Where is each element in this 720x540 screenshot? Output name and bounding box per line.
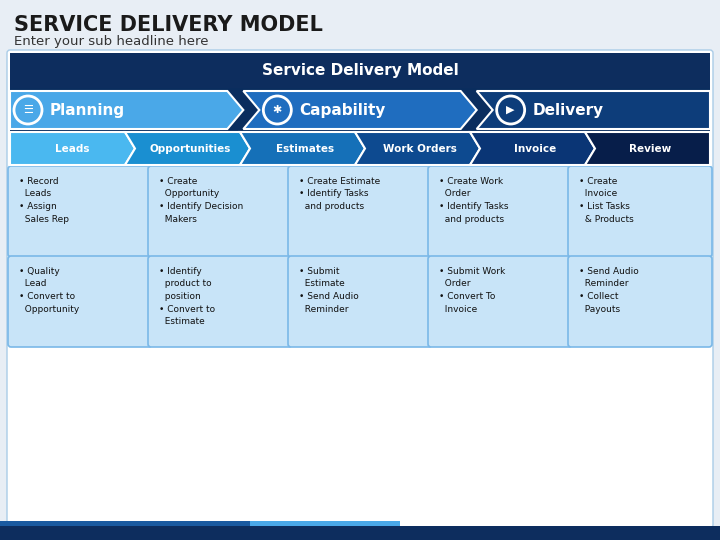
Text: Leads: Leads: [55, 144, 90, 153]
Bar: [0, 526, 720, 540]
FancyBboxPatch shape: [568, 166, 712, 257]
Text: ☰: ☰: [23, 105, 33, 115]
Bar: [0, 521, 250, 526]
Bar: [10, 88, 710, 132]
Text: • Create Estimate
• Identify Tasks
  and products: • Create Estimate • Identify Tasks and p…: [299, 177, 380, 211]
Polygon shape: [240, 132, 365, 165]
Text: • Identify
  product to
  position
• Convert to
  Estimate: • Identify product to position • Convert…: [159, 267, 215, 326]
Text: • Create
  Invoice
• List Tasks
  & Products: • Create Invoice • List Tasks & Products: [579, 177, 634, 224]
Text: Opportunities: Opportunities: [149, 144, 230, 153]
Polygon shape: [10, 132, 135, 165]
Text: SERVICE DELIVERY MODEL: SERVICE DELIVERY MODEL: [14, 15, 323, 35]
FancyBboxPatch shape: [8, 256, 152, 347]
FancyBboxPatch shape: [148, 256, 292, 347]
Bar: [250, 521, 400, 526]
Polygon shape: [355, 132, 480, 165]
Text: • Submit Work
  Order
• Convert To
  Invoice: • Submit Work Order • Convert To Invoice: [439, 267, 505, 314]
Polygon shape: [477, 91, 710, 129]
Text: • Submit
  Estimate
• Send Audio
  Reminder: • Submit Estimate • Send Audio Reminder: [299, 267, 359, 314]
Text: Delivery: Delivery: [533, 103, 604, 118]
Polygon shape: [470, 132, 595, 165]
Text: • Send Audio
  Reminder
• Collect
  Payouts: • Send Audio Reminder • Collect Payouts: [579, 267, 639, 314]
Text: Enter your sub headline here: Enter your sub headline here: [14, 35, 209, 48]
Text: ▶: ▶: [506, 105, 515, 115]
Polygon shape: [125, 132, 250, 165]
Polygon shape: [585, 132, 710, 165]
Text: Review: Review: [629, 144, 671, 153]
Text: • Create Work
  Order
• Identify Tasks
  and products: • Create Work Order • Identify Tasks and…: [439, 177, 508, 224]
Bar: [10, 53, 710, 88]
Text: Capability: Capability: [300, 103, 386, 118]
FancyBboxPatch shape: [8, 166, 152, 257]
Text: Estimates: Estimates: [276, 144, 334, 153]
Polygon shape: [10, 91, 243, 129]
Text: • Quality
  Lead
• Convert to
  Opportunity: • Quality Lead • Convert to Opportunity: [19, 267, 79, 314]
FancyBboxPatch shape: [148, 166, 292, 257]
FancyBboxPatch shape: [428, 166, 572, 257]
Text: Work Orders: Work Orders: [383, 144, 457, 153]
Text: Planning: Planning: [50, 103, 125, 118]
Text: • Create
  Opportunity
• Identify Decision
  Makers: • Create Opportunity • Identify Decision…: [159, 177, 243, 224]
Polygon shape: [243, 91, 477, 129]
FancyBboxPatch shape: [288, 166, 432, 257]
FancyBboxPatch shape: [7, 50, 713, 528]
FancyBboxPatch shape: [288, 256, 432, 347]
Text: ✱: ✱: [273, 105, 282, 115]
FancyBboxPatch shape: [568, 256, 712, 347]
Text: • Record
  Leads
• Assign
  Sales Rep: • Record Leads • Assign Sales Rep: [19, 177, 69, 224]
Text: Service Delivery Model: Service Delivery Model: [261, 63, 459, 78]
FancyBboxPatch shape: [428, 256, 572, 347]
Text: Invoice: Invoice: [514, 144, 556, 153]
